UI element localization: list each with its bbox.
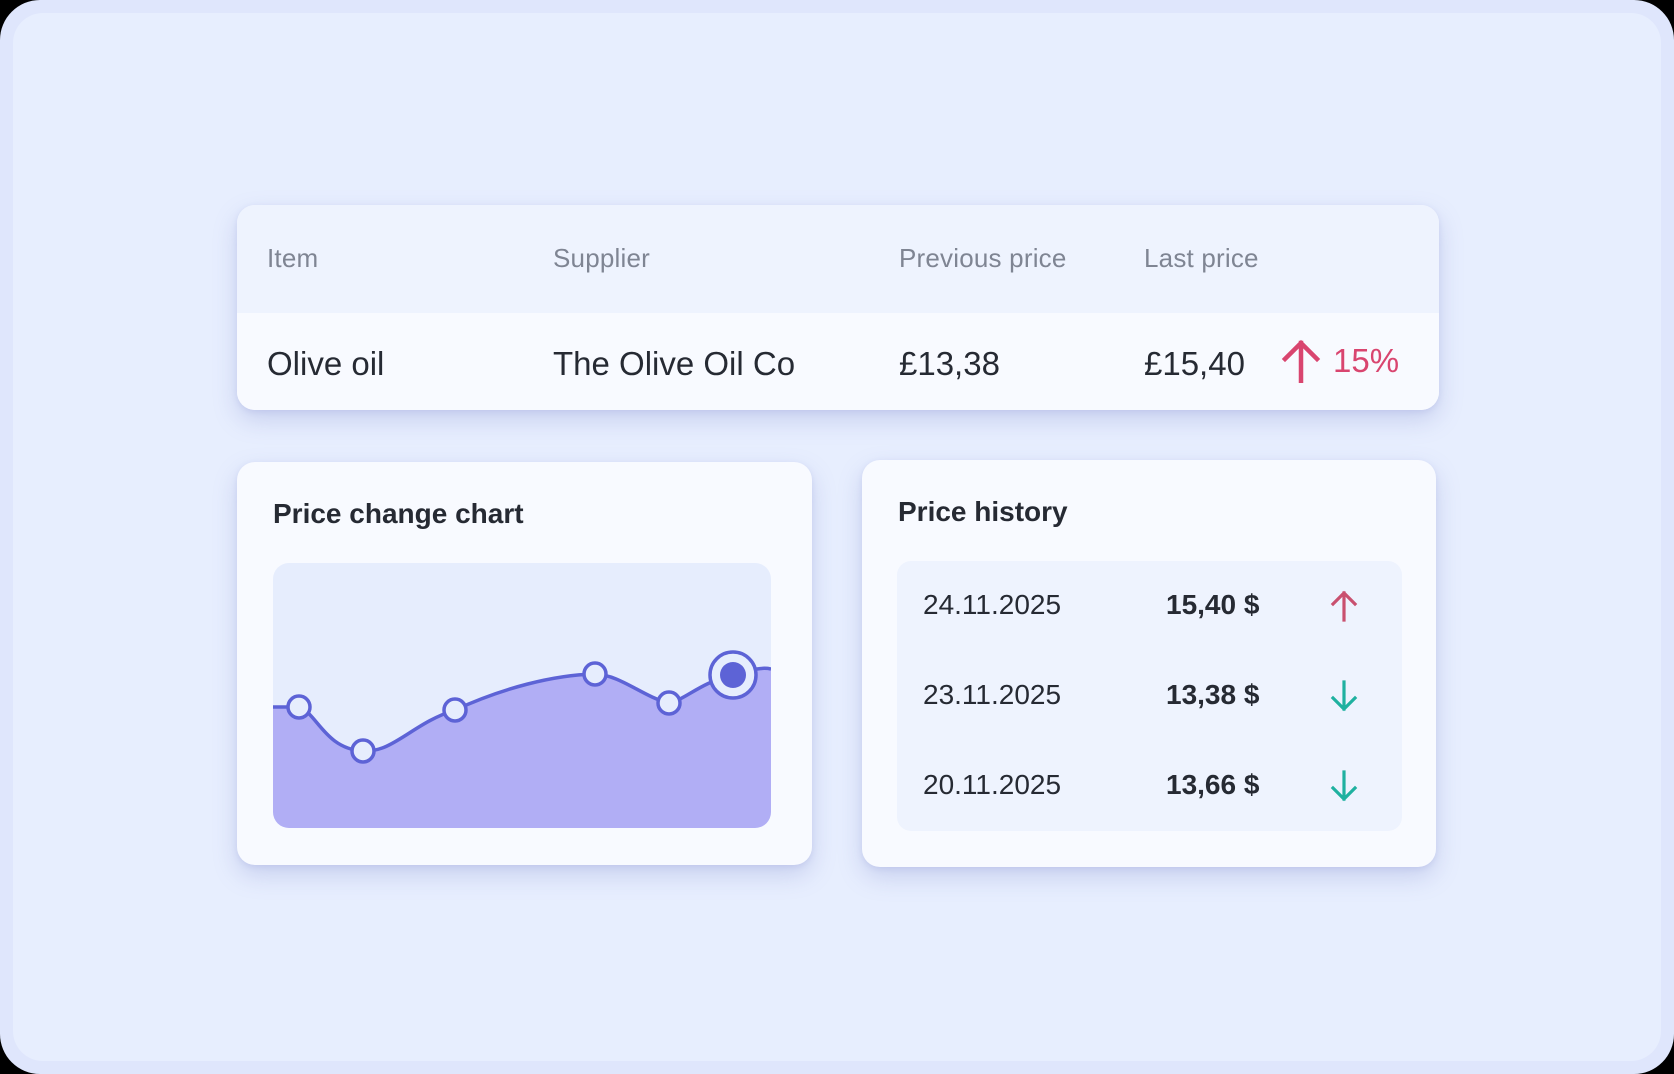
data-point	[582, 661, 608, 687]
history-date: 20.11.2025	[923, 769, 1062, 800]
list-item[interactable]: 23.11.2025 13,38 $	[897, 651, 1402, 741]
column-header-last-price: Last price	[1144, 243, 1259, 273]
price-history-card: Price history 24.11.2025 15,40 $ 23.11.2…	[862, 460, 1436, 867]
price-change-badge: 15%	[1281, 339, 1399, 383]
table-header-row: Item Supplier Previous price Last price	[237, 205, 1439, 313]
arrow-down-icon	[1330, 680, 1358, 712]
data-point	[442, 697, 468, 723]
history-price: 13,66 $	[1166, 769, 1260, 800]
history-title: Price history	[898, 496, 1068, 527]
price-history-list: 24.11.2025 15,40 $ 23.11.2025 13,38 $ 20…	[897, 561, 1402, 831]
data-point	[286, 694, 312, 720]
column-header-previous-price: Previous price	[899, 243, 1067, 273]
history-date: 24.11.2025	[923, 589, 1062, 620]
chart-title: Price change chart	[273, 498, 524, 529]
cell-item: Olive oil	[267, 345, 385, 382]
price-change-percent: 15%	[1333, 342, 1400, 379]
cell-previous-price: £13,38	[899, 345, 1000, 382]
price-chart[interactable]	[273, 563, 771, 828]
area-chart-graphic	[273, 650, 771, 828]
cell-last-price: £15,40	[1144, 345, 1245, 382]
price-change-chart-card: Price change chart	[237, 462, 812, 865]
history-price: 15,40 $	[1166, 589, 1260, 620]
data-point	[350, 738, 376, 764]
list-item[interactable]: 20.11.2025 13,66 $	[897, 741, 1402, 831]
history-price: 13,38 $	[1166, 679, 1260, 710]
history-date: 23.11.2025	[923, 679, 1062, 710]
table-row[interactable]: Olive oil The Olive Oil Co £13,38 £15,40…	[237, 313, 1439, 410]
data-point	[656, 690, 682, 716]
column-header-supplier: Supplier	[553, 243, 650, 273]
price-table-card: Item Supplier Previous price Last price …	[237, 205, 1439, 410]
column-header-item: Item	[267, 243, 319, 273]
cell-supplier: The Olive Oil Co	[553, 345, 796, 382]
list-item[interactable]: 24.11.2025 15,40 $	[897, 561, 1402, 651]
arrow-up-icon	[1281, 339, 1321, 383]
arrow-up-icon	[1330, 590, 1358, 622]
arrow-down-icon	[1330, 770, 1358, 802]
